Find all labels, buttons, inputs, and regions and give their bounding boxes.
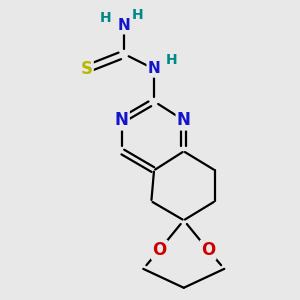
Text: N: N (118, 18, 131, 33)
Text: N: N (177, 111, 191, 129)
Text: N: N (115, 111, 129, 129)
Text: S: S (80, 60, 92, 78)
Text: H: H (166, 52, 177, 67)
Text: H: H (100, 11, 111, 25)
Text: N: N (148, 61, 160, 76)
Text: O: O (152, 241, 167, 259)
Text: H: H (132, 8, 144, 22)
Text: O: O (201, 241, 215, 259)
